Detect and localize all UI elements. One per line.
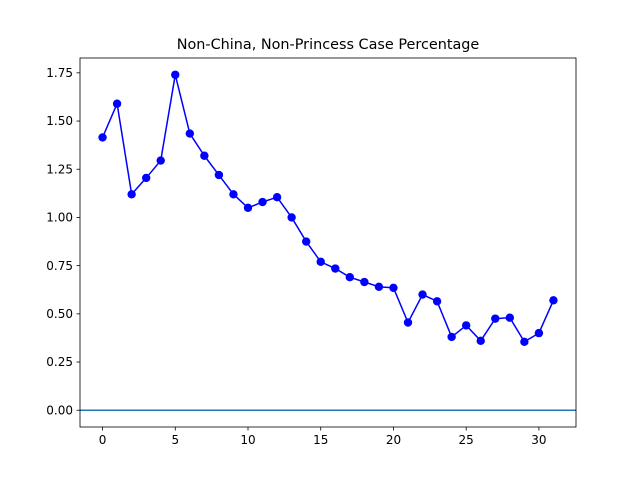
x-tick-label: 20 [386,433,401,447]
axes [79,57,577,428]
data-point [258,197,267,207]
y-tick-label: 1.25 [46,162,73,176]
x-tick-label: 30 [531,433,546,447]
data-point [476,336,485,346]
data-point [156,156,165,165]
data-point [432,297,442,306]
data-point [520,337,529,346]
data-point [461,321,471,330]
y-tick-label: 1.75 [46,66,73,80]
data-point [301,237,311,246]
data-point [316,257,325,266]
data-point [214,170,224,180]
data-point [185,129,195,138]
data-point [243,203,253,212]
y-tick-label: 0.00 [46,403,73,417]
y-tick-label: 0.25 [46,355,73,369]
data-point [345,273,355,282]
x-tick-label: 0 [99,433,107,447]
data-point [389,283,398,293]
data-point [505,313,515,322]
x-tick-label: 5 [171,433,179,447]
data-point [447,332,456,342]
data-point [127,190,136,199]
data-point [141,173,151,183]
x-tick-label: 25 [459,433,474,447]
data-point [229,190,238,199]
data-point [360,277,369,287]
y-tick-label: 0.50 [46,307,73,321]
data-point [418,290,427,299]
plot-frame [79,57,577,428]
data-point [98,133,107,142]
series-layer [98,70,558,346]
chart-title: Non-China, Non-Princess Case Percentage [177,37,480,53]
data-point [491,314,500,323]
y-tick-label: 1.00 [46,211,73,225]
data-point [534,328,544,338]
y-tick-label: 1.50 [46,114,73,128]
data-point [374,282,384,292]
x-axis-ticks: 0 5 10 15 20 25 30 [99,427,547,447]
y-axis-ticks: 0.00 0.25 0.50 0.75 1.00 1.25 1.50 1.75 [46,66,80,417]
data-point [287,213,296,222]
data-point [331,264,340,273]
x-tick-label: 15 [313,433,328,447]
data-point [112,99,122,108]
data-point [171,70,180,79]
data-point [403,318,413,327]
data-point [272,192,282,202]
data-point [200,151,209,160]
y-tick-label: 0.75 [46,259,73,273]
data-point [549,296,558,305]
x-tick-label: 10 [240,433,255,447]
